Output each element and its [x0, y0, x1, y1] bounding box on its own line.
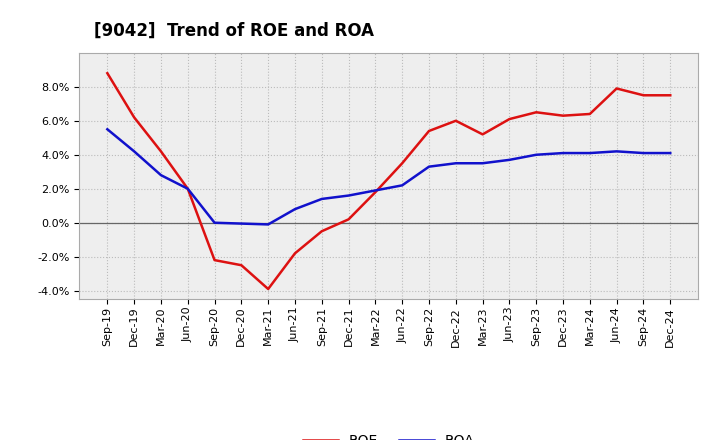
ROE [505, 117, 514, 122]
ROE [371, 190, 379, 195]
ROA [666, 150, 675, 156]
ROA [612, 149, 621, 154]
ROA [291, 206, 300, 212]
ROA [478, 161, 487, 166]
Text: [9042]  Trend of ROE and ROA: [9042] Trend of ROE and ROA [94, 22, 374, 40]
ROE [157, 149, 166, 154]
ROE [210, 257, 219, 263]
ROE [103, 70, 112, 76]
ROA [157, 172, 166, 178]
ROE [612, 86, 621, 91]
ROA [103, 127, 112, 132]
ROA [451, 161, 460, 166]
ROA [318, 196, 326, 202]
Line: ROE: ROE [107, 73, 670, 289]
ROA [559, 150, 567, 156]
ROE [398, 161, 407, 166]
ROE [237, 263, 246, 268]
ROE [318, 229, 326, 234]
ROE [291, 251, 300, 256]
ROA [237, 221, 246, 226]
ROE [184, 186, 192, 191]
ROA [344, 193, 353, 198]
ROA [371, 188, 379, 193]
ROA [184, 186, 192, 191]
ROA [505, 157, 514, 162]
ROA [210, 220, 219, 225]
ROE [532, 110, 541, 115]
ROA [264, 222, 272, 227]
ROE [344, 216, 353, 222]
ROA [425, 164, 433, 169]
Legend: ROE, ROA: ROE, ROA [303, 434, 474, 440]
ROA [532, 152, 541, 158]
ROA [398, 183, 407, 188]
ROE [478, 132, 487, 137]
ROA [130, 149, 138, 154]
ROE [264, 286, 272, 292]
ROE [639, 93, 648, 98]
ROE [425, 128, 433, 134]
ROE [451, 118, 460, 123]
ROE [130, 115, 138, 120]
ROE [666, 93, 675, 98]
ROA [585, 150, 594, 156]
ROA [639, 150, 648, 156]
ROE [559, 113, 567, 118]
ROE [585, 111, 594, 117]
Line: ROA: ROA [107, 129, 670, 224]
